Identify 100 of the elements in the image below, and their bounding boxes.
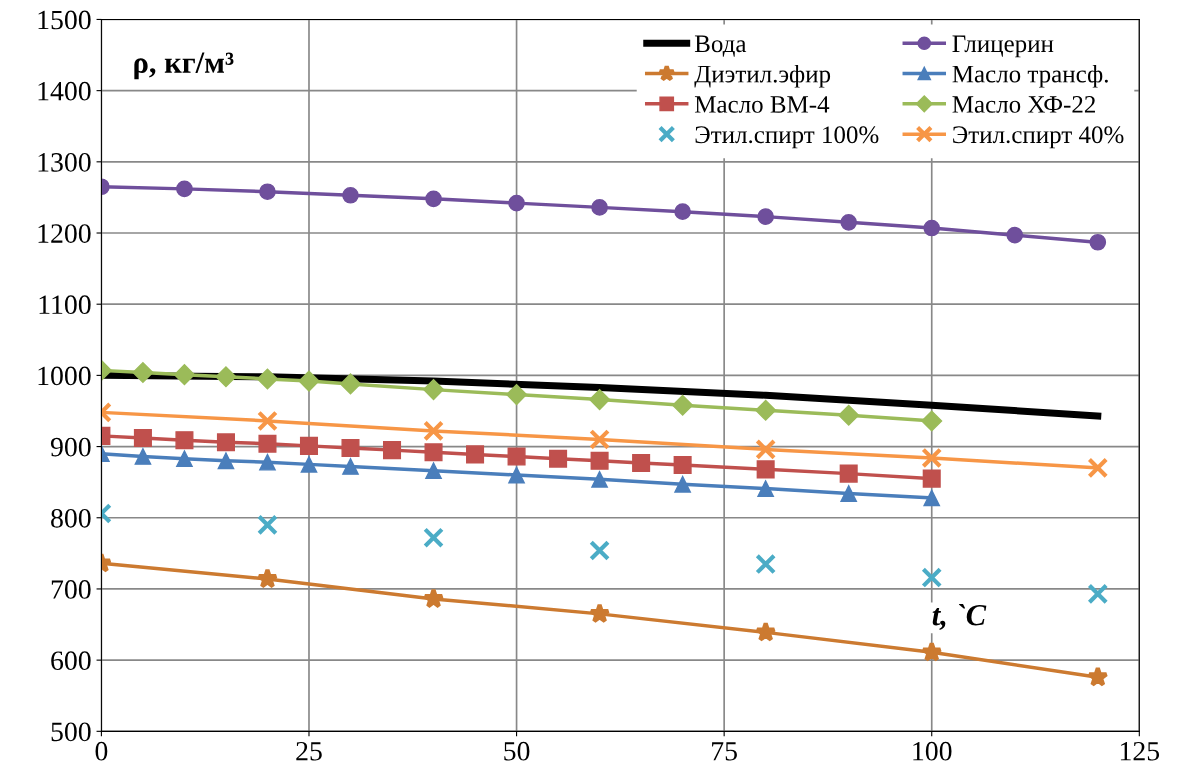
point [176,450,193,468]
y-tick-label: 1100 [39,295,91,315]
point [1087,457,1109,479]
y-tick-label: 1400 [38,81,91,101]
point [507,447,526,466]
x-tick-label: 125 [1120,741,1160,761]
point [922,469,941,488]
point [257,514,278,536]
legend-label: Масло ХФ-22 [952,96,1095,113]
point [921,410,943,432]
y-tick-label: 900 [50,437,91,457]
point [298,370,320,392]
x-tick-label: 0 [95,741,108,761]
point [672,394,694,416]
point [839,464,858,483]
legend-label: Вода [694,35,747,57]
point [754,621,777,642]
point [921,447,943,469]
point [259,453,276,471]
point [674,203,691,220]
y-tick-label: 700 [51,580,91,599]
point [382,441,402,460]
point [425,190,442,208]
point [215,366,237,388]
point [423,527,444,549]
point [838,404,860,426]
point [923,489,941,507]
y-tick-label: 1300 [38,152,91,172]
point [342,186,359,204]
point [1089,233,1107,251]
point [258,434,277,453]
point [632,453,651,472]
y-tick-label: 1200 [38,224,91,243]
point [257,410,278,432]
point [840,213,858,231]
point [341,438,360,458]
point [423,420,444,442]
point [923,219,941,237]
point [466,445,485,464]
point [424,443,443,462]
x-tick-label: 25 [296,741,322,761]
y-axis-title: ρ, кг/м³ [134,52,234,80]
y-tick-label: 800 [51,508,91,528]
point [132,362,154,384]
point [589,540,611,561]
point [342,458,359,475]
point [549,449,568,468]
point [339,373,362,395]
point [422,587,445,609]
point [673,456,692,475]
point [300,456,318,473]
point [173,364,195,386]
point [217,452,235,470]
legend-label: Масло трансф. [952,64,1108,88]
point [589,389,611,411]
x-tick-label: 75 [712,742,737,761]
y-tick-label: 1000 [38,366,91,386]
legend-label: Масло ВМ-4 [694,96,830,113]
point [508,466,525,484]
y-tick-label: 1500 [38,10,91,30]
point [755,553,777,575]
point [216,433,235,452]
x-tick-label: 50 [504,741,530,761]
y-tick-label: 600 [51,651,91,671]
point [1087,666,1109,687]
point [508,194,525,212]
point [589,429,611,450]
point [590,451,609,470]
point [757,480,775,497]
point [1006,226,1024,244]
x-axis-title: t, `C [932,603,987,630]
y-tick-label: 500 [51,722,91,742]
point [133,429,152,448]
point [591,470,608,488]
point [175,431,194,450]
point [591,199,608,216]
point [256,567,279,589]
point [256,368,278,390]
legend-label: Этил.спирт 100% [695,126,879,149]
legend-label: Глицерин [952,35,1054,58]
point [506,384,528,406]
point [674,475,691,493]
point [1087,583,1109,605]
point [134,448,152,465]
point [176,180,193,198]
point [757,208,775,225]
point [425,462,442,480]
point [840,485,858,502]
point [921,567,943,588]
point [259,183,276,201]
point [299,436,319,455]
point [423,379,445,401]
legend-label: Диэтил.эфир [694,64,831,88]
point [921,641,943,662]
point [755,399,777,421]
x-tick-label: 100 [913,741,952,761]
point [588,602,611,624]
legend-label: Этил.спирт 40% [953,126,1124,149]
point [755,439,777,460]
point [756,460,775,479]
